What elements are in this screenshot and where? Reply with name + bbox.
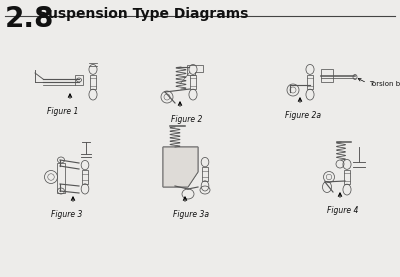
Polygon shape <box>163 147 198 187</box>
Text: Figure 2: Figure 2 <box>171 115 203 124</box>
Bar <box>190 75 196 89</box>
Text: Suspension Type Diagrams: Suspension Type Diagrams <box>38 7 248 21</box>
Text: Torsion bar: Torsion bar <box>369 81 400 87</box>
Bar <box>202 167 208 181</box>
Bar <box>344 170 350 184</box>
Text: Figure 1: Figure 1 <box>47 107 79 116</box>
Text: 2.8: 2.8 <box>5 5 54 33</box>
Text: Figure 3: Figure 3 <box>51 210 83 219</box>
Text: Figure 4: Figure 4 <box>327 206 359 215</box>
Bar <box>90 75 96 89</box>
Text: Figure 3a: Figure 3a <box>173 210 209 219</box>
Bar <box>82 170 88 184</box>
Text: Figure 2a: Figure 2a <box>285 111 321 120</box>
Bar <box>307 75 313 89</box>
